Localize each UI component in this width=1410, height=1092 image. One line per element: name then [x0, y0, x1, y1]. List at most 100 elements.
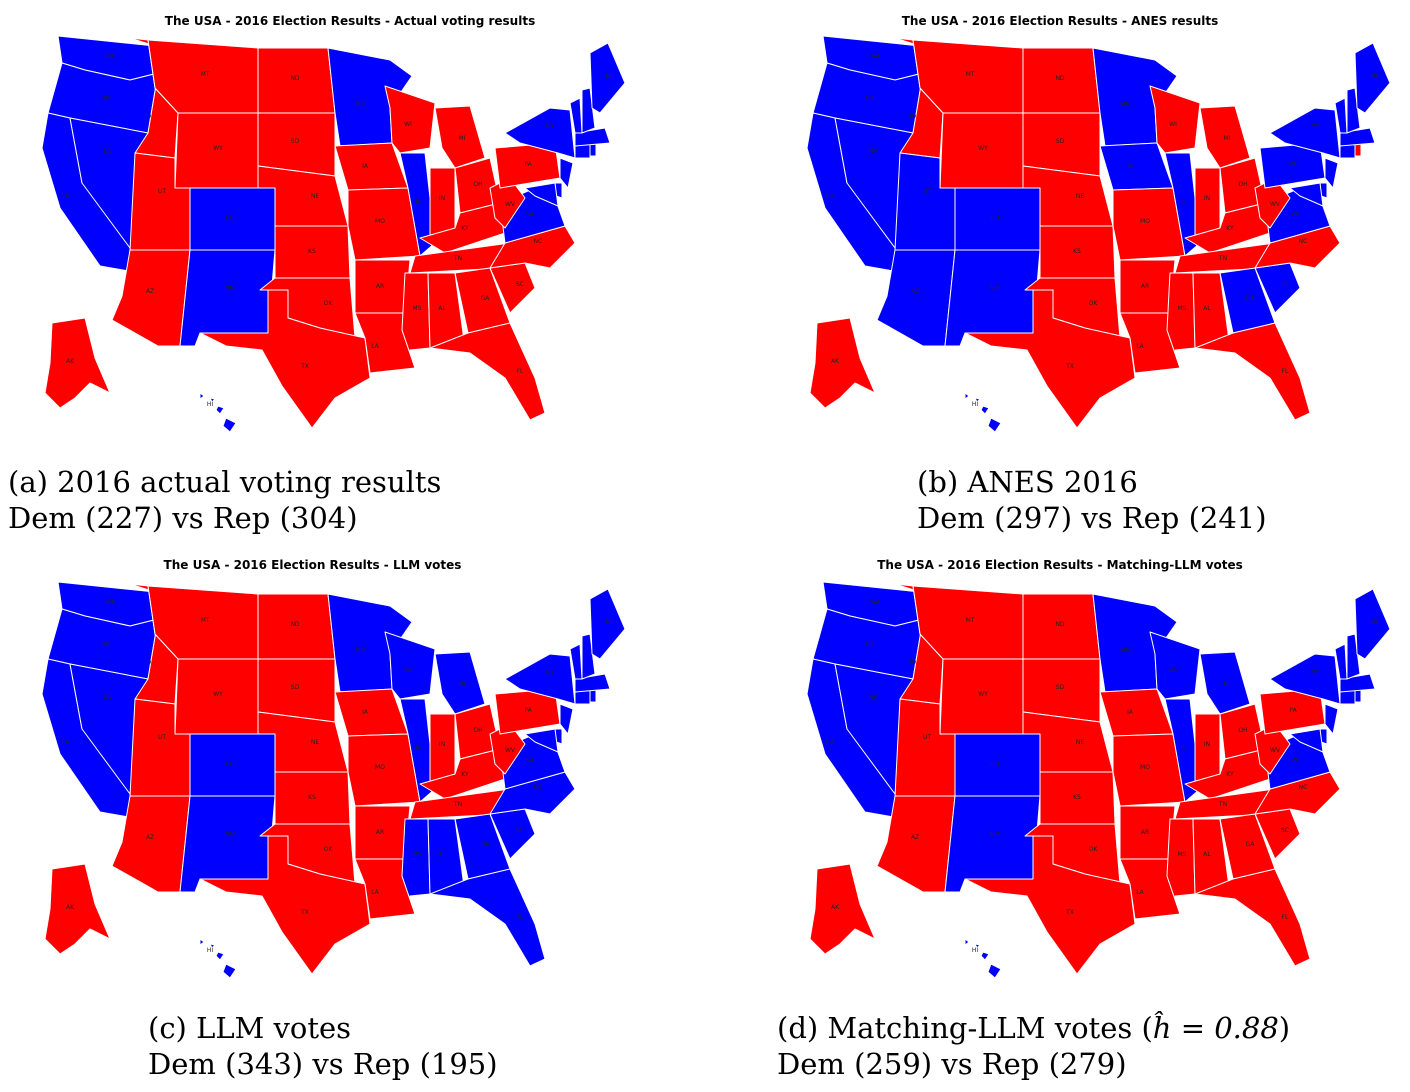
state-label-nc: NC	[1299, 784, 1308, 791]
state-label-pa: PA	[524, 161, 532, 168]
state-label-co: CO	[991, 761, 1000, 768]
caption-b-line1: (b) ANES 2016	[917, 465, 1138, 499]
state-label-ar: AR	[376, 283, 384, 290]
state-ak	[809, 863, 876, 955]
state-label-wy: WY	[213, 145, 223, 152]
state-label-oh: OH	[1238, 727, 1247, 734]
state-ak	[44, 863, 111, 955]
state-wi	[384, 85, 436, 154]
state-label-ne: NE	[311, 193, 319, 200]
state-label-la: LA	[371, 889, 379, 896]
state-label-ok: OK	[324, 300, 334, 307]
state-label-ar: AR	[376, 829, 384, 836]
state-label-me: ME	[1371, 73, 1380, 80]
state-nj	[559, 703, 574, 735]
caption-a-line2: Dem (227) vs Rep (304)	[8, 501, 358, 535]
state-label-mi: MI	[1224, 135, 1231, 142]
state-md	[1289, 182, 1324, 207]
state-label-wi: WI	[404, 667, 412, 674]
us-map-d: WA OR CA NV ID MT WY UT AZ CO NM ND SD NE KS OK TX MN IA MO…	[806, 581, 1391, 979]
state-tx	[964, 835, 1136, 975]
state-label-ca: CA	[61, 739, 70, 746]
state-label-ar: AR	[1141, 829, 1149, 836]
state-label-ut: UT	[923, 734, 931, 741]
state-label-ms: MS	[1178, 851, 1187, 858]
state-tx	[199, 289, 371, 429]
state-label-mn: MN	[1120, 101, 1130, 108]
state-label-wy: WY	[213, 691, 223, 698]
state-label-mn: MN	[1120, 647, 1130, 654]
state-label-sc: SC	[1281, 827, 1289, 834]
map-panel-a: The USA - 2016 Election Results - Actual…	[0, 0, 705, 546]
state-in	[429, 713, 456, 785]
state-in	[429, 167, 456, 239]
state-label-va: VA	[1291, 211, 1300, 218]
state-label-me: ME	[606, 73, 615, 80]
us-map-c: WA OR CA NV ID MT WY UT AZ CO NM ND SD NE KS OK TX MN IA MO…	[41, 581, 626, 979]
state-label-wv: WV	[505, 201, 516, 208]
state-label-ca: CA	[826, 193, 835, 200]
state-label-ak: AK	[66, 358, 75, 365]
caption-c-line2: Dem (343) vs Rep (195)	[148, 1047, 498, 1081]
state-me	[589, 588, 626, 660]
state-label-mt: MT	[966, 71, 975, 78]
state-label-tx: TX	[300, 909, 309, 916]
caption-b-line2: Dem (297) vs Rep (241)	[917, 501, 1267, 535]
state-label-wv: WV	[505, 747, 516, 754]
state-label-az: AZ	[146, 288, 154, 295]
state-label-hi: HI	[207, 401, 214, 408]
state-label-in: IN	[439, 741, 445, 748]
state-label-ga: GA	[481, 295, 491, 302]
state-nm	[179, 249, 276, 347]
state-label-la: LA	[1136, 889, 1144, 896]
state-label-mn: MN	[355, 647, 365, 654]
state-label-al: AL	[1203, 851, 1211, 858]
state-label-ia: IA	[1127, 709, 1134, 716]
state-label-va: VA	[526, 211, 535, 218]
state-label-co: CO	[226, 215, 235, 222]
state-label-mi: MI	[459, 135, 466, 142]
state-me	[1354, 588, 1391, 660]
state-label-mt: MT	[201, 617, 210, 624]
state-il	[1164, 152, 1201, 257]
state-me	[589, 42, 626, 114]
caption-d: (d) Matching-LLM votes (ĥ = 0.88) Dem (2…	[777, 1010, 1290, 1082]
state-tx	[964, 289, 1136, 429]
state-label-fl: FL	[517, 368, 524, 375]
state-label-wy: WY	[978, 691, 988, 698]
state-hi	[199, 392, 237, 433]
state-label-mo: MO	[1140, 764, 1150, 771]
state-label-mo: MO	[375, 764, 385, 771]
state-label-mo: MO	[375, 218, 385, 225]
caption-d-label: (d) Matching-LLM votes	[777, 1011, 1133, 1045]
state-label-tx: TX	[1065, 909, 1074, 916]
state-hi	[964, 392, 1002, 433]
state-label-tn: TN	[1218, 255, 1227, 262]
state-label-ky: KY	[461, 771, 469, 778]
state-label-wi: WI	[404, 121, 412, 128]
state-label-va: VA	[1291, 757, 1300, 764]
state-label-fl: FL	[517, 914, 524, 921]
state-label-ny: NY	[546, 669, 554, 676]
state-label-hi: HI	[972, 401, 979, 408]
state-fl	[429, 322, 546, 421]
state-label-sc: SC	[1281, 281, 1289, 288]
state-label-nd: ND	[290, 621, 299, 628]
us-map-b: WA OR CA NV ID MT WY UT AZ CO NM ND SD NE KS OK TX MN IA MO…	[806, 35, 1391, 433]
state-label-pa: PA	[1289, 161, 1297, 168]
state-label-wi: WI	[1169, 121, 1177, 128]
caption-d-math: ĥ = 0.88	[1152, 1011, 1279, 1045]
map-title-a: The USA - 2016 Election Results - Actual…	[164, 14, 536, 28]
state-label-nm: NM	[990, 285, 1000, 292]
state-label-la: LA	[1136, 343, 1144, 350]
state-label-nv: NV	[869, 694, 878, 701]
state-label-ca: CA	[61, 193, 70, 200]
state-label-nc: NC	[534, 784, 543, 791]
state-label-me: ME	[606, 619, 615, 626]
state-label-nd: ND	[1055, 75, 1064, 82]
map-panel-d: The USA - 2016 Election Results - Matchi…	[705, 546, 1410, 1092]
state-label-oh: OH	[473, 181, 482, 188]
state-label-nm: NM	[225, 285, 235, 292]
state-label-in: IN	[1204, 195, 1210, 202]
map-title-d: The USA - 2016 Election Results - Matchi…	[877, 558, 1243, 572]
